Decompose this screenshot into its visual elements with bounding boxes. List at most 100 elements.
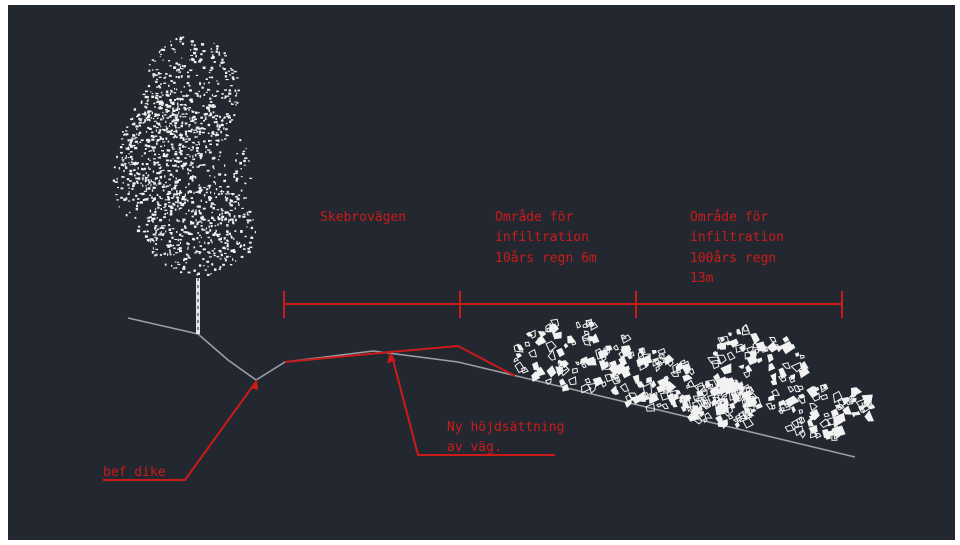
leaf-dot xyxy=(240,230,243,232)
leaf-dot xyxy=(209,69,213,72)
shrub-leaf xyxy=(706,394,717,404)
leaf-dot xyxy=(199,153,203,156)
leaf-dot xyxy=(174,122,178,124)
leaf-dot xyxy=(181,134,183,136)
leaf-dot xyxy=(182,116,185,118)
leaf-dot xyxy=(199,82,202,84)
shrub-leaf xyxy=(632,374,640,384)
leaf-dot xyxy=(163,117,165,120)
leaf-dot xyxy=(144,90,148,93)
leaf-dot xyxy=(177,113,179,117)
shrub-leaf xyxy=(734,421,740,429)
leaf-dot xyxy=(145,148,147,150)
shrub-leaf xyxy=(547,348,557,361)
leaf-dot xyxy=(127,200,131,202)
leaf-dot xyxy=(158,51,161,54)
leaf-dot xyxy=(155,208,157,210)
shrub-leaf xyxy=(798,417,806,425)
leaf-dot xyxy=(142,184,144,187)
leaf-dot xyxy=(171,236,174,239)
leaf-dot xyxy=(161,198,163,200)
leaf-dot xyxy=(241,207,244,209)
leaf-dot xyxy=(182,265,186,269)
leaf-dot xyxy=(145,189,147,192)
leaf-dot xyxy=(224,173,227,176)
leaf-dot xyxy=(152,233,156,236)
leaf-dot xyxy=(226,224,229,227)
zone-large-line: Område för xyxy=(690,210,768,225)
leaf-dot xyxy=(168,240,171,243)
leaf-dot xyxy=(181,57,183,59)
leaf-dot xyxy=(188,138,191,141)
leaf-dot xyxy=(205,188,209,191)
leaf-dot xyxy=(175,184,178,187)
leaf-dot xyxy=(181,235,184,237)
leaf-dot xyxy=(209,229,212,232)
leaf-dot xyxy=(209,140,212,142)
leaf-dot xyxy=(145,185,147,187)
leaf-dot xyxy=(152,149,155,152)
leaf-dot xyxy=(173,92,177,94)
shrub-leaf xyxy=(738,343,746,353)
leaf-dot xyxy=(243,244,246,247)
leaf-dot xyxy=(199,58,203,61)
leaf-dot xyxy=(166,159,169,162)
leaf-dot xyxy=(144,177,147,180)
leaf-dot xyxy=(179,207,182,209)
leaf-dot xyxy=(209,105,212,108)
leaf-dot xyxy=(162,225,166,227)
shrub-leaf xyxy=(531,361,540,371)
leaf-dot xyxy=(248,219,252,222)
leaf-dot xyxy=(212,111,215,114)
leaf-dot xyxy=(155,129,157,132)
leaf-dot xyxy=(205,150,207,154)
leaf-dot xyxy=(167,191,171,193)
leaf-dot xyxy=(154,213,157,216)
leaf-dot xyxy=(139,201,143,204)
shrub-leaf xyxy=(683,394,689,400)
leaf-dot xyxy=(238,204,240,206)
leaf-dot xyxy=(216,80,218,82)
leaf-dot xyxy=(221,58,224,61)
leaf-dot xyxy=(178,76,180,79)
leaf-dot xyxy=(213,61,216,63)
leaf-dot xyxy=(176,252,179,254)
leaf-dot xyxy=(161,225,163,227)
leaf-dot xyxy=(203,120,205,122)
leaf-dot xyxy=(142,113,145,115)
leaf-dot xyxy=(162,115,164,118)
shrub-leaf xyxy=(767,353,774,363)
shrub-leaf xyxy=(738,411,746,420)
leaf-dot xyxy=(166,117,169,119)
leaf-dot xyxy=(222,191,225,193)
leaf-dot xyxy=(151,146,153,148)
leaf-dot xyxy=(177,204,179,208)
leaf-dot xyxy=(194,176,197,179)
shrub-leaf xyxy=(787,386,795,393)
shrub-leaf xyxy=(651,349,657,355)
leaf-dot xyxy=(125,147,129,150)
leaf-dot xyxy=(182,218,186,221)
leaf-dot xyxy=(170,143,174,146)
shrub-leaf xyxy=(702,402,712,410)
leaf-dot xyxy=(169,125,171,127)
leaf-dot xyxy=(135,180,139,183)
shrub-leaf xyxy=(611,389,620,396)
leaf-dot xyxy=(180,91,183,93)
leaf-dot xyxy=(176,131,178,133)
leaf-dot xyxy=(230,250,233,252)
leaf-dot xyxy=(147,139,151,142)
leaf-dot xyxy=(177,99,179,101)
leaf-dot xyxy=(153,161,156,164)
leaf-dot xyxy=(213,204,216,206)
leaf-dot xyxy=(215,188,218,191)
leaf-dot xyxy=(176,190,178,193)
leaf-dot xyxy=(203,265,205,267)
leaf-dot xyxy=(201,221,203,224)
leaf-dot xyxy=(170,101,172,104)
leaf-dot xyxy=(208,72,211,74)
shrub-leaf xyxy=(583,330,590,336)
leaf-dot xyxy=(167,192,170,195)
leaf-dot xyxy=(175,130,178,133)
shrub-leaf xyxy=(820,383,829,393)
